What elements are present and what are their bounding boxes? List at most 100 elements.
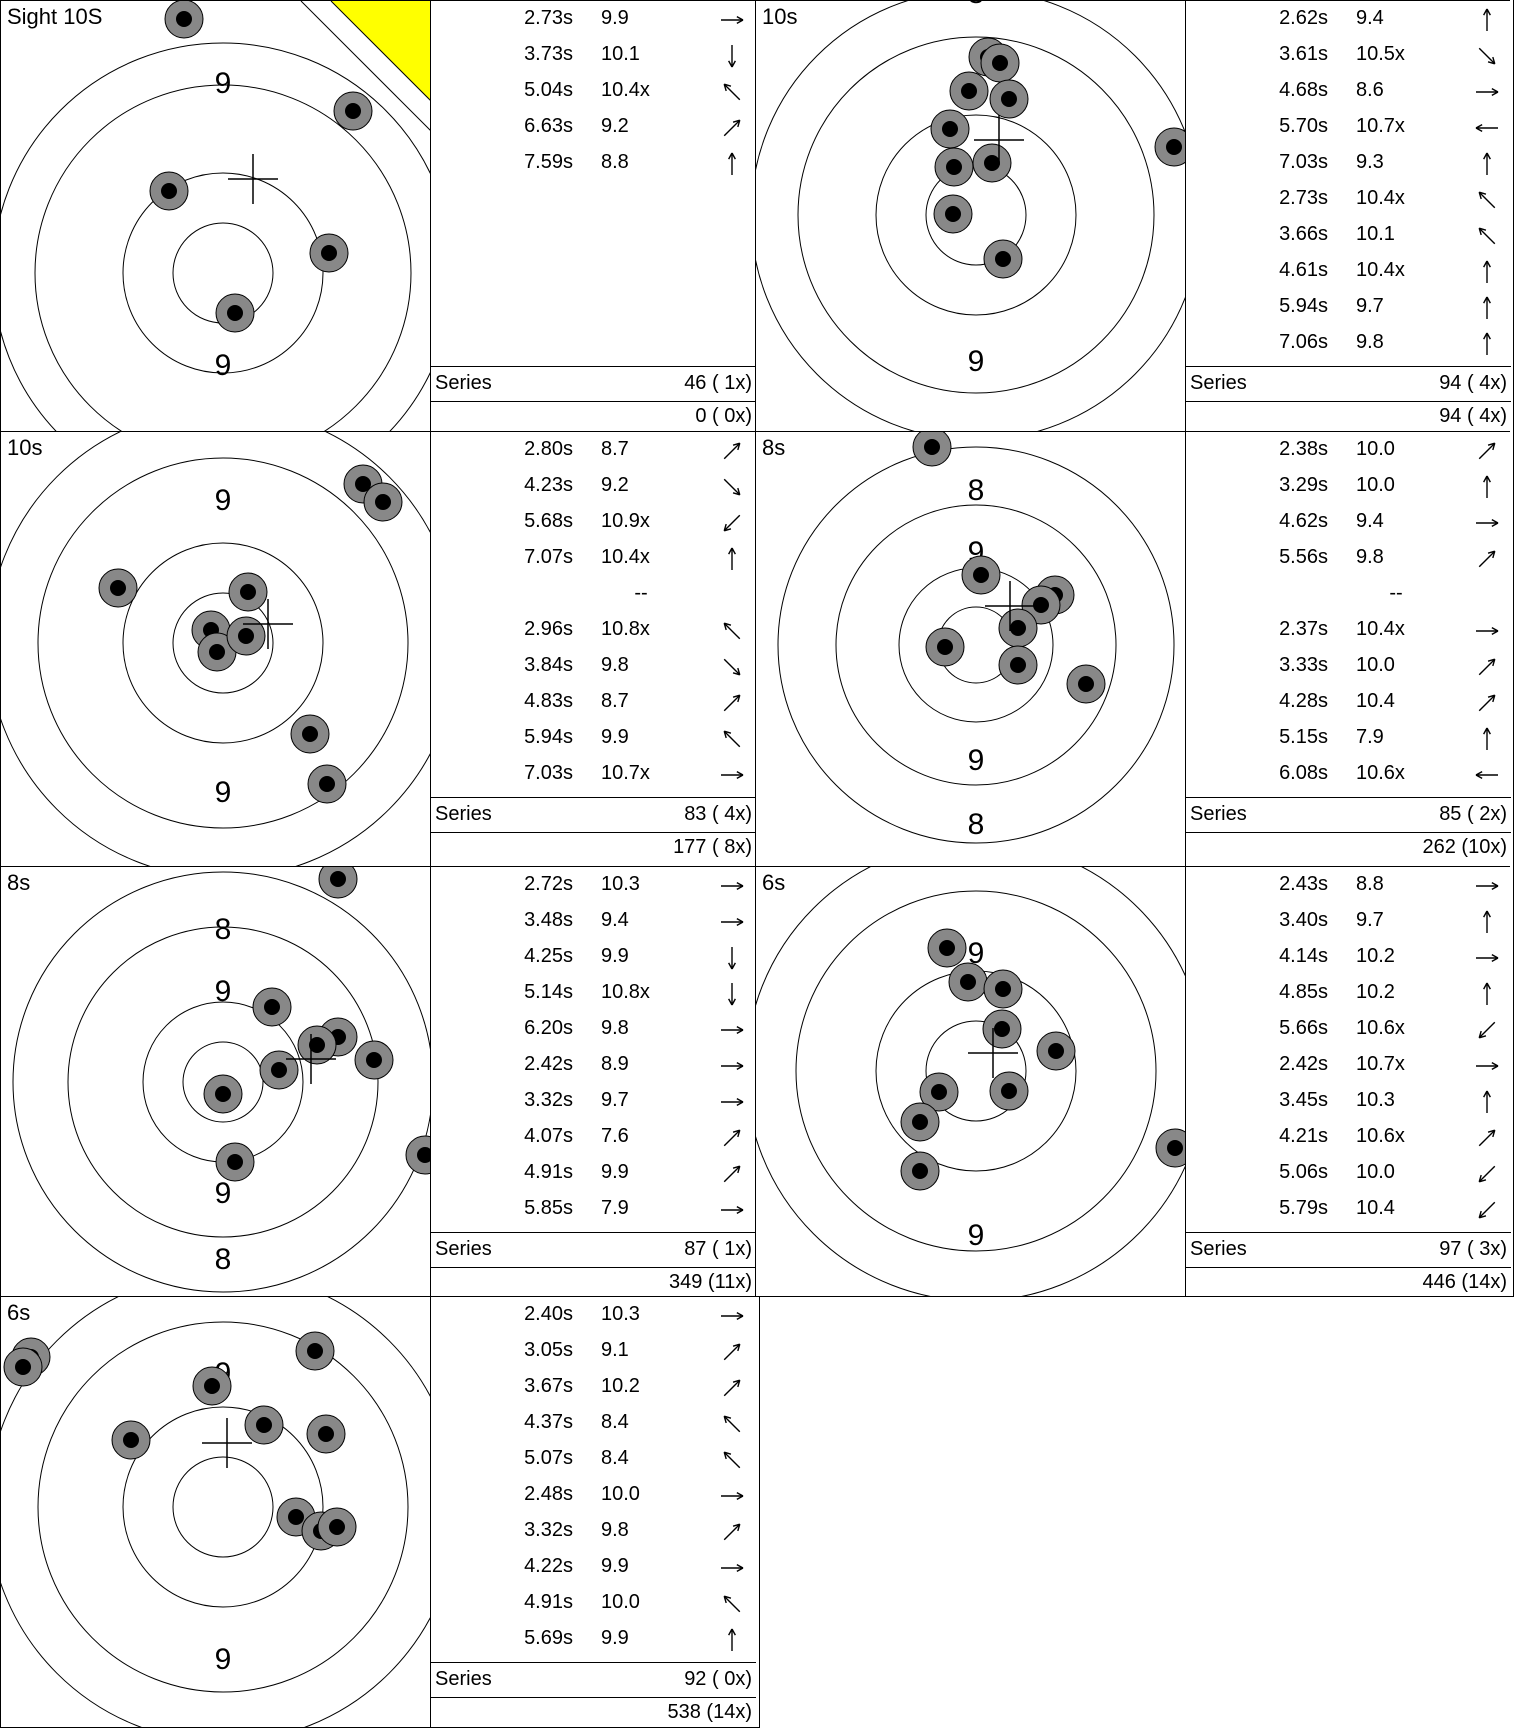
shot-time: 4.28s bbox=[1279, 690, 1328, 712]
target-ring bbox=[925, 1020, 1027, 1122]
ring-label: 8 bbox=[215, 1243, 232, 1276]
cumulative-row: 177 ( 8x) bbox=[431, 831, 756, 863]
shot-hole bbox=[948, 962, 988, 1002]
shot-row: 5.70s 10.7x bbox=[1186, 109, 1511, 145]
shot-time: 5.66s bbox=[1279, 1017, 1328, 1039]
shot-score: 9.9 bbox=[601, 726, 629, 748]
shot-hole bbox=[228, 572, 268, 612]
shot-hole bbox=[934, 147, 974, 187]
shot-row: 4.61s 10.4x bbox=[1186, 253, 1511, 289]
direction-arrow-icon bbox=[1483, 260, 1491, 283]
shot-score: 9.3 bbox=[1356, 151, 1384, 173]
shot-score: 10.3 bbox=[1356, 1089, 1395, 1111]
shot-score: 8.9 bbox=[601, 1053, 629, 1075]
series-total: 87 ( 1x) bbox=[684, 1238, 752, 1260]
series-row: Series 92 ( 0x) bbox=[431, 1662, 756, 1698]
direction-arrow-icon bbox=[1476, 88, 1499, 96]
shot-time: 4.22s bbox=[524, 1555, 573, 1577]
direction-arrow-icon bbox=[1476, 882, 1499, 890]
shot-row: 3.33s 10.0 bbox=[1186, 648, 1511, 684]
shot-table: 2.73s 9.9 3.73s 10.1 5.04s 10.4x 6.63s 9.2 7.59s… bbox=[430, 0, 756, 431]
shot-row: 5.04s 10.4x bbox=[431, 73, 756, 109]
shot-score: 9.8 bbox=[1356, 331, 1384, 353]
target-ring bbox=[795, 890, 1157, 1252]
target-ring bbox=[122, 172, 324, 374]
shot-time: 3.73s bbox=[524, 43, 573, 65]
shot-row: 6.08s 10.6x bbox=[1186, 756, 1511, 792]
shot-row: 2.80s 8.7 bbox=[431, 432, 756, 468]
target-ring bbox=[37, 457, 409, 829]
shot-time: 3.48s bbox=[524, 909, 573, 931]
shot-time: 5.56s bbox=[1279, 546, 1328, 568]
shot-table: 2.80s 8.7 4.23s 9.2 5.68s 10.9x 7.07s 10.4x -- 2.… bbox=[430, 431, 756, 866]
shot-hole bbox=[912, 432, 952, 467]
shot-score: 9.7 bbox=[601, 1089, 629, 1111]
shot-score: 8.8 bbox=[601, 151, 629, 173]
direction-arrow-icon bbox=[1483, 910, 1491, 933]
shot-time: 3.67s bbox=[524, 1375, 573, 1397]
shot-score: 8.4 bbox=[601, 1411, 629, 1433]
series-label: Series bbox=[435, 372, 492, 394]
direction-arrow-icon bbox=[721, 1026, 744, 1034]
target-drawing: 8 9 8 bbox=[756, 1, 1185, 431]
shot-score: 8.7 bbox=[601, 438, 629, 460]
direction-arrow-icon bbox=[1476, 627, 1499, 635]
shot-time: 4.85s bbox=[1279, 981, 1328, 1003]
shot-row: 2.96s 10.8x bbox=[431, 612, 756, 648]
shot-row: 5.15s 7.9 bbox=[1186, 720, 1511, 756]
shot-row: 3.73s 10.1 bbox=[431, 37, 756, 73]
shot-hole bbox=[1154, 127, 1185, 167]
target-ring bbox=[875, 970, 1077, 1172]
shot-row: 4.37s 8.4 bbox=[431, 1405, 756, 1441]
target-view: 8 9 8 10s bbox=[755, 0, 1185, 431]
shot-score: 7.9 bbox=[601, 1197, 629, 1219]
target-ring bbox=[122, 542, 324, 744]
target-ring bbox=[172, 1456, 274, 1558]
target-drawing: 99 bbox=[1, 1, 430, 431]
direction-arrow-icon bbox=[723, 1379, 741, 1397]
shot-score: 9.4 bbox=[1356, 7, 1384, 29]
shot-time: 4.91s bbox=[524, 1591, 573, 1613]
shot-hole bbox=[226, 616, 266, 656]
cumulative-total: 446 (14x) bbox=[1422, 1271, 1508, 1293]
shot-time: 5.06s bbox=[1279, 1161, 1328, 1183]
shot-row: 2.62s 9.4 bbox=[1186, 1, 1511, 37]
shot-hole bbox=[961, 555, 1001, 595]
direction-arrow-icon bbox=[723, 1523, 741, 1541]
shot-row: 5.56s 9.8 bbox=[1186, 540, 1511, 576]
direction-arrow-icon bbox=[1476, 954, 1499, 962]
sight-marker-edge bbox=[300, 1, 430, 131]
shot-score: 9.7 bbox=[1356, 909, 1384, 931]
shot-score: 10.0 bbox=[1356, 654, 1395, 676]
target-panel: 9 9 Sight 10S 2.73s 9.9 3.73s 10.1 5.04s 10.4x 6.… bbox=[0, 0, 756, 431]
frame-line bbox=[1513, 0, 1514, 1297]
direction-arrow-icon bbox=[723, 83, 741, 101]
shot-hole bbox=[290, 714, 330, 754]
shot-score: 9.4 bbox=[1356, 510, 1384, 532]
shot-hole bbox=[252, 987, 292, 1027]
ring-label: 8 bbox=[968, 1, 985, 10]
shot-time: 7.03s bbox=[1279, 151, 1328, 173]
shot-row: 4.25s 9.9 bbox=[431, 939, 756, 975]
shot-score: 9.8 bbox=[1356, 546, 1384, 568]
shot-hole bbox=[259, 1050, 299, 1090]
shot-score: 9.1 bbox=[601, 1339, 629, 1361]
shot-score: 9.2 bbox=[601, 474, 629, 496]
shot-hole bbox=[927, 928, 967, 968]
shot-row: 4.07s 7.6 bbox=[431, 1119, 756, 1155]
shot-row: 5.66s 10.6x bbox=[1186, 1011, 1511, 1047]
shot-time: 6.20s bbox=[524, 1017, 573, 1039]
target-view: 9 9 Sight 10S bbox=[0, 0, 430, 431]
shot-hole bbox=[192, 1366, 232, 1406]
shot-time: 4.07s bbox=[524, 1125, 573, 1147]
target-panel: 8 9 9 8 8s 2.72s 10.3 3.48s 9.4 4.25s 9.9 5.14s 10.8… bbox=[0, 866, 756, 1296]
target-ring bbox=[34, 84, 412, 431]
target-drawing: 99 bbox=[1, 432, 430, 866]
direction-arrow-icon bbox=[721, 1206, 744, 1214]
shot-row: 4.14s 10.2 bbox=[1186, 939, 1511, 975]
shot-score: 10.4x bbox=[1356, 618, 1405, 640]
shot-hole bbox=[318, 867, 358, 899]
group-center-cross bbox=[243, 599, 293, 649]
shot-table: 2.72s 10.3 3.48s 9.4 4.25s 9.9 5.14s 10.8x 6.20s… bbox=[430, 866, 756, 1296]
